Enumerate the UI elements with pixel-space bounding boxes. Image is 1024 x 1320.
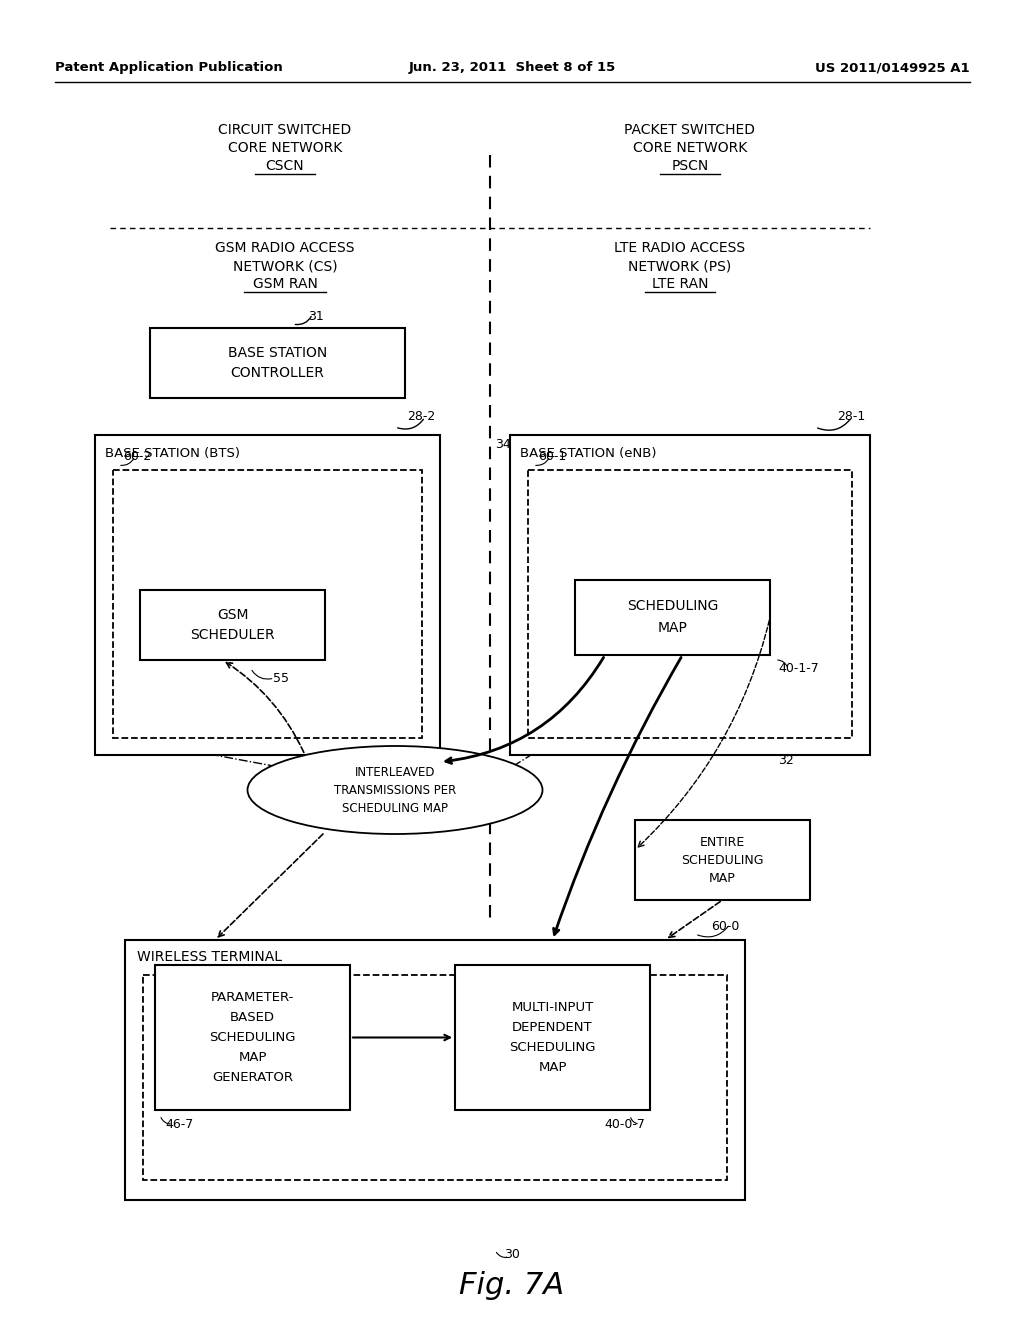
Bar <box>150 327 406 399</box>
Bar <box>125 940 745 1200</box>
Text: SCHEDULING MAP: SCHEDULING MAP <box>342 801 449 814</box>
Text: TRANSMISSIONS PER: TRANSMISSIONS PER <box>334 784 456 796</box>
Text: NETWORK (PS): NETWORK (PS) <box>629 259 731 273</box>
Text: 46-7: 46-7 <box>165 1118 194 1130</box>
Text: BASED: BASED <box>230 1011 275 1024</box>
Bar <box>455 965 650 1110</box>
Text: GSM RAN: GSM RAN <box>253 277 317 290</box>
Text: SCHEDULING: SCHEDULING <box>681 854 764 866</box>
Text: Fig. 7A: Fig. 7A <box>460 1270 564 1299</box>
Text: 40-0-7: 40-0-7 <box>604 1118 645 1130</box>
Text: SCHEDULING: SCHEDULING <box>209 1031 296 1044</box>
Text: CORE NETWORK: CORE NETWORK <box>633 141 748 154</box>
Text: 40-1-7: 40-1-7 <box>778 663 819 676</box>
Text: Jun. 23, 2011  Sheet 8 of 15: Jun. 23, 2011 Sheet 8 of 15 <box>409 62 615 74</box>
Text: 60-1: 60-1 <box>538 450 566 462</box>
Text: CIRCUIT SWITCHED: CIRCUIT SWITCHED <box>218 123 351 137</box>
Text: GSM RADIO ACCESS: GSM RADIO ACCESS <box>215 242 354 255</box>
Bar <box>635 820 810 900</box>
Text: BASE STATION (eNB): BASE STATION (eNB) <box>520 446 656 459</box>
Text: PSCN: PSCN <box>672 158 709 173</box>
Bar <box>95 436 440 755</box>
Text: 55: 55 <box>272 672 289 685</box>
Ellipse shape <box>248 746 543 834</box>
Text: BASE STATION (BTS): BASE STATION (BTS) <box>105 446 240 459</box>
Text: MAP: MAP <box>539 1061 566 1074</box>
Text: GSM: GSM <box>217 609 248 622</box>
Bar <box>510 436 870 755</box>
Text: 28-2: 28-2 <box>407 411 435 424</box>
Text: SCHEDULING: SCHEDULING <box>509 1041 596 1053</box>
Text: BASE STATION: BASE STATION <box>228 346 327 360</box>
Bar <box>140 590 325 660</box>
Text: MULTI-INPUT: MULTI-INPUT <box>511 1001 594 1014</box>
Text: GENERATOR: GENERATOR <box>212 1071 293 1084</box>
Text: 60-2: 60-2 <box>123 450 152 462</box>
Text: SCHEDULER: SCHEDULER <box>190 628 274 642</box>
Text: CONTROLLER: CONTROLLER <box>230 366 325 380</box>
Text: 31: 31 <box>307 309 324 322</box>
Text: NETWORK (CS): NETWORK (CS) <box>232 259 337 273</box>
Bar <box>155 965 350 1110</box>
Text: 60-0: 60-0 <box>712 920 740 932</box>
Text: 30: 30 <box>504 1249 520 1262</box>
Text: MAP: MAP <box>239 1051 266 1064</box>
Text: MAP: MAP <box>710 871 736 884</box>
Bar <box>113 470 422 738</box>
Text: 32: 32 <box>778 754 794 767</box>
Text: ENTIRE: ENTIRE <box>699 836 745 849</box>
Text: INTERLEAVED: INTERLEAVED <box>354 766 435 779</box>
Text: Patent Application Publication: Patent Application Publication <box>55 62 283 74</box>
Text: CSCN: CSCN <box>265 158 304 173</box>
Text: LTE RADIO ACCESS: LTE RADIO ACCESS <box>614 242 745 255</box>
Text: PARAMETER-: PARAMETER- <box>211 991 294 1005</box>
Text: WIRELESS TERMINAL: WIRELESS TERMINAL <box>137 950 282 964</box>
Text: LTE RAN: LTE RAN <box>651 277 709 290</box>
Text: 34: 34 <box>495 438 511 451</box>
Bar <box>575 579 770 655</box>
Text: US 2011/0149925 A1: US 2011/0149925 A1 <box>815 62 970 74</box>
Text: 28-1: 28-1 <box>837 411 865 424</box>
Text: MAP: MAP <box>657 622 687 635</box>
Text: CORE NETWORK: CORE NETWORK <box>228 141 342 154</box>
Bar <box>528 470 852 738</box>
Text: SCHEDULING: SCHEDULING <box>627 599 718 614</box>
Text: DEPENDENT: DEPENDENT <box>512 1020 593 1034</box>
Bar <box>143 975 727 1180</box>
Text: PACKET SWITCHED: PACKET SWITCHED <box>625 123 756 137</box>
